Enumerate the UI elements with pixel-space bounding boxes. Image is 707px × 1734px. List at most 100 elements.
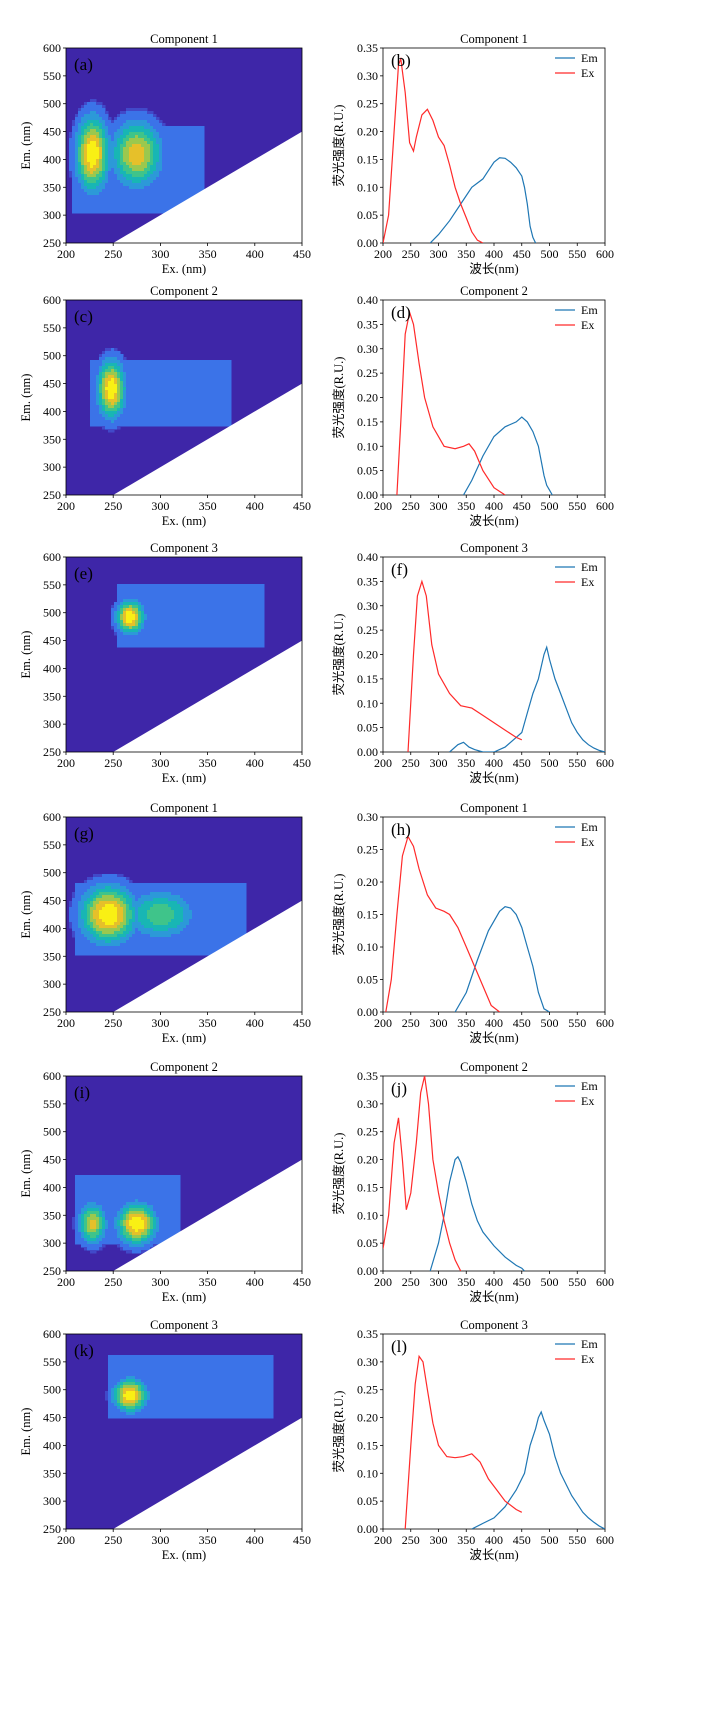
heatmap-cell <box>102 360 106 364</box>
heatmap-cell <box>129 399 133 403</box>
heatmap-cell <box>150 916 154 920</box>
heatmap-cell <box>153 910 157 914</box>
y-tick-label: 250 <box>43 745 61 759</box>
heatmap-cell <box>126 372 130 376</box>
heatmap-cell <box>168 420 172 424</box>
heatmap-cell <box>177 417 181 421</box>
heatmap-cell <box>90 171 94 175</box>
heatmap-cell <box>159 907 163 911</box>
heatmap-cell <box>153 925 157 929</box>
heatmap-cell <box>72 195 76 199</box>
heatmap-cell <box>201 620 205 624</box>
heatmap-cell <box>135 192 139 196</box>
heatmap-cell <box>81 189 85 193</box>
heatmap-cell <box>201 405 205 409</box>
heatmap-cell <box>162 614 166 618</box>
heatmap-cell <box>141 898 145 902</box>
heatmap-cell <box>168 629 172 633</box>
heatmap-cell <box>237 910 241 914</box>
heatmap-cell <box>96 153 100 157</box>
heatmap-cell <box>207 360 211 364</box>
heatmap-cell <box>147 901 151 905</box>
heatmap-cell <box>165 171 169 175</box>
heatmap-cell <box>195 886 199 890</box>
heatmap-cell <box>111 147 115 151</box>
heatmap-cell <box>111 892 115 896</box>
heatmap-cell <box>162 641 166 645</box>
heatmap-cell <box>132 922 136 926</box>
heatmap-cell <box>114 183 118 187</box>
y-tick-label: 450 <box>43 125 61 139</box>
heatmap-cell <box>156 177 160 181</box>
heatmap-cell <box>147 919 151 923</box>
heatmap-cell <box>225 922 229 926</box>
heatmap-cell <box>108 129 112 133</box>
heatmap-cell <box>171 898 175 902</box>
heatmap-cell <box>228 910 232 914</box>
heatmap-cell <box>219 934 223 938</box>
heatmap-cell <box>120 204 124 208</box>
heatmap-cell <box>159 620 163 624</box>
heatmap-cell <box>135 417 139 421</box>
heatmap-cell <box>159 423 163 427</box>
heatmap-cell <box>90 883 94 887</box>
heatmap-cell <box>96 177 100 181</box>
heatmap-cell <box>228 617 232 621</box>
heatmap-cell <box>138 117 142 121</box>
heatmap-cell <box>219 411 223 415</box>
heatmap-cell <box>141 129 145 133</box>
heatmap-cell <box>153 192 157 196</box>
heatmap-cell <box>135 934 139 938</box>
heatmap-cell <box>90 207 94 211</box>
heatmap-cell <box>183 378 187 382</box>
heatmap-cell <box>150 393 154 397</box>
heatmap-cell <box>144 192 148 196</box>
heatmap-cell <box>159 886 163 890</box>
heatmap-cell <box>105 354 109 358</box>
heatmap-cell <box>243 590 247 594</box>
heatmap-cell <box>195 363 199 367</box>
heatmap-cell <box>96 919 100 923</box>
heatmap-cell <box>177 135 181 139</box>
heatmap-cell <box>177 892 181 896</box>
heatmap-cell <box>126 901 130 905</box>
heatmap-cell <box>219 596 223 600</box>
heatmap-cell <box>159 393 163 397</box>
heatmap-cell <box>102 108 106 112</box>
heatmap-cell <box>132 617 136 621</box>
heatmap-cell <box>87 889 91 893</box>
x-tick-label: 350 <box>199 247 217 261</box>
heatmap-cell <box>153 423 157 427</box>
heatmap-cell <box>138 108 142 112</box>
heatmap-cell <box>204 934 208 938</box>
heatmap-cell <box>210 922 214 926</box>
heatmap-cell <box>159 366 163 370</box>
heatmap-cell <box>162 620 166 624</box>
heatmap-cell <box>126 132 130 136</box>
heatmap-cell <box>186 892 190 896</box>
heatmap-cell <box>189 629 193 633</box>
heatmap-cell <box>189 363 193 367</box>
heatmap-cell <box>132 393 136 397</box>
heatmap-cell <box>177 126 181 130</box>
heatmap-cell <box>222 360 226 364</box>
heatmap-cell <box>222 372 226 376</box>
heatmap-cell <box>129 375 133 379</box>
heatmap-cell <box>123 192 127 196</box>
heatmap-cell <box>204 599 208 603</box>
heatmap-cell <box>144 138 148 142</box>
heatmap-cell <box>174 614 178 618</box>
heatmap-cell <box>156 393 160 397</box>
heatmap-cell <box>123 369 127 373</box>
heatmap-cell <box>99 207 103 211</box>
heatmap-cell <box>87 198 91 202</box>
heatmap-cell <box>207 635 211 639</box>
heatmap-cell <box>135 593 139 597</box>
heatmap-cell <box>156 931 160 935</box>
heatmap-cell <box>141 641 145 645</box>
heatmap-cell <box>114 895 118 899</box>
heatmap-cell <box>210 898 214 902</box>
heatmap-cell <box>72 138 76 142</box>
heatmap-cell <box>183 611 187 615</box>
heatmap-cell <box>87 180 91 184</box>
